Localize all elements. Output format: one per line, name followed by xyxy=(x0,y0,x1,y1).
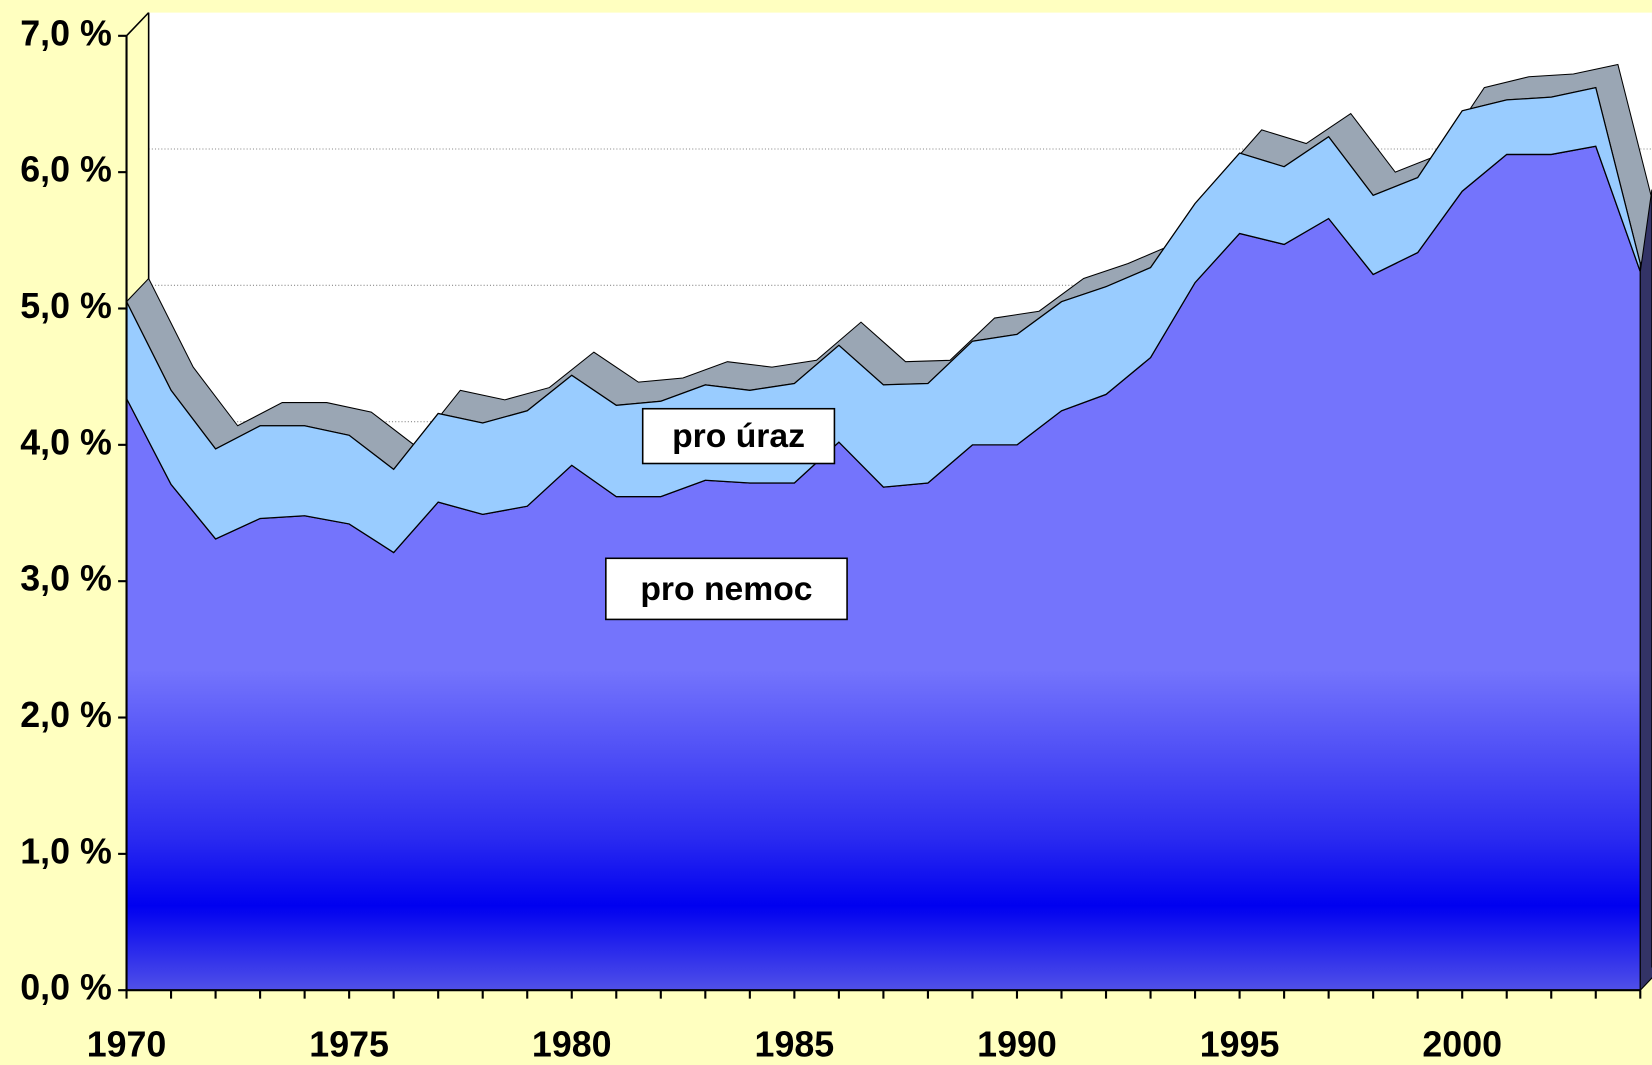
y-tick-label: 2,0 % xyxy=(20,695,112,735)
y-tick-label: 5,0 % xyxy=(20,286,112,326)
x-tick-label: 1980 xyxy=(532,1025,612,1065)
series-label: pro nemoc xyxy=(640,570,812,608)
y-tick-label: 7,0 % xyxy=(20,13,112,53)
y-tick-label: 0,0 % xyxy=(20,968,112,1008)
x-tick-label: 1975 xyxy=(309,1025,389,1065)
series-label-box xyxy=(605,557,848,621)
x-tick-label: 1970 xyxy=(87,1025,167,1065)
series-label-box xyxy=(641,407,836,465)
y-tick-label: 4,0 % xyxy=(20,422,112,462)
axis-depth xyxy=(125,12,150,37)
x-tick-label: 1995 xyxy=(1200,1025,1280,1065)
right-side xyxy=(1639,189,1652,992)
x-tick-label: 1985 xyxy=(755,1025,835,1065)
x-tick-label: 2000 xyxy=(1422,1025,1502,1065)
y-tick-label: 6,0 % xyxy=(20,150,112,190)
y-tick-label: 3,0 % xyxy=(20,559,112,599)
y-tick-label: 1,0 % xyxy=(20,831,112,871)
x-tick-label: 1990 xyxy=(977,1025,1057,1065)
series-label: pro úraz xyxy=(672,417,805,455)
